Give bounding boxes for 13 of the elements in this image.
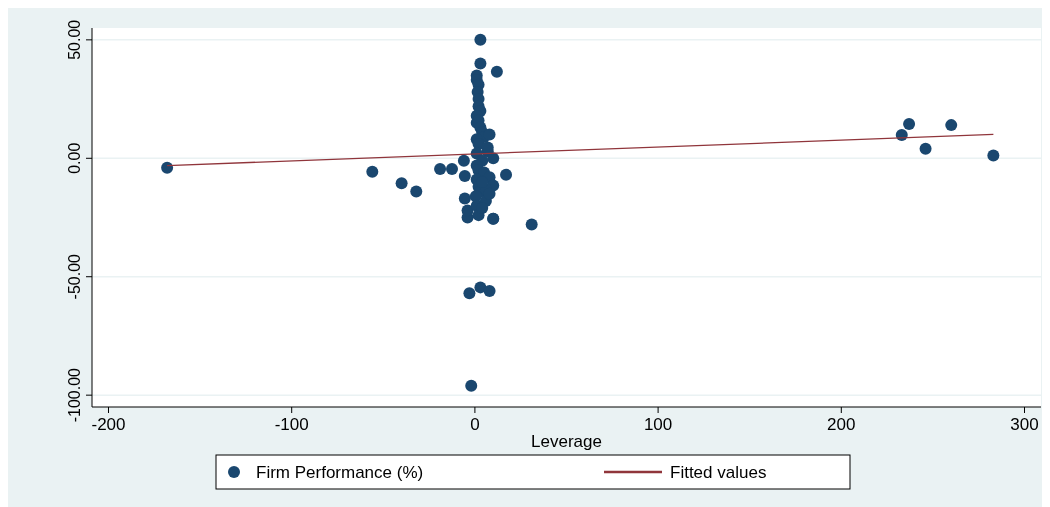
x-tick-label: -100 xyxy=(274,415,309,434)
x-tick-label: 200 xyxy=(827,415,856,434)
y-tick-label: 50.00 xyxy=(66,19,83,60)
x-tick-label: -200 xyxy=(91,415,126,434)
y-tick-label: 0.00 xyxy=(66,142,83,174)
legend-label: Fitted values xyxy=(670,463,767,482)
x-tick-label: 100 xyxy=(643,415,673,434)
legend-label: Firm Performance (%) xyxy=(256,463,424,482)
y-tick-label: -100.00 xyxy=(66,367,83,423)
x-tick-label: 0 xyxy=(470,415,480,434)
x-axis-title: Leverage xyxy=(531,432,602,451)
x-tick-label: 300 xyxy=(1010,415,1039,434)
y-tick-label: -50.00 xyxy=(66,253,83,300)
